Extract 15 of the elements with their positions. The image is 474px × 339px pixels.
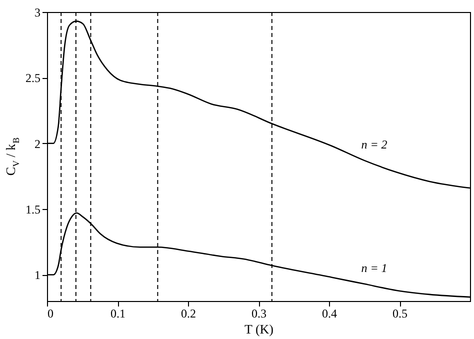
series-label: n = 2 [361,137,388,152]
y-tick-label: 2.5 [26,71,40,86]
x-tick-label: 0.5 [392,306,408,320]
y-tick-label: 1.5 [26,202,40,217]
x-tick-label: 0.2 [181,306,196,320]
x-axis-title: T (K) [244,322,274,336]
series-label: n = 1 [361,260,388,275]
x-tick-label: 0 [48,306,54,320]
x-tick-label: 0.3 [252,306,266,320]
y-axis-title: CV / kB [3,137,21,176]
y-tick-label: 1 [34,268,40,282]
x-tick-label: 0.1 [110,306,126,320]
y-tick-label: 3 [34,6,40,20]
x-tick-label: 0.4 [322,306,337,320]
y-tick-label: 2 [34,136,40,151]
